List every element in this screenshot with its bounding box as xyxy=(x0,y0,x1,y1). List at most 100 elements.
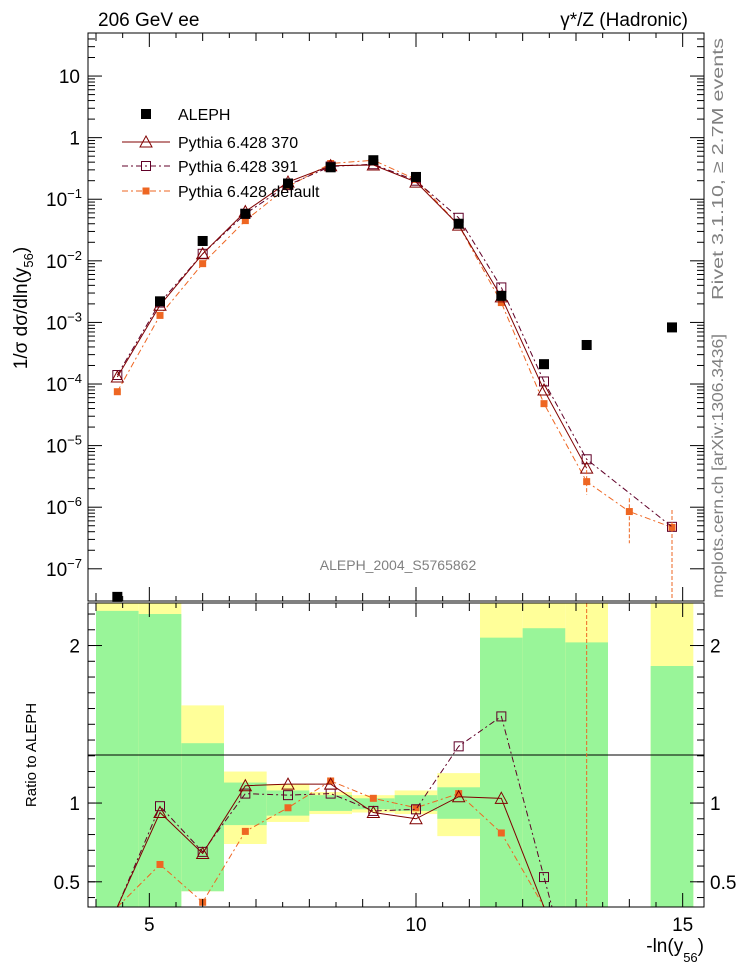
main-data-point xyxy=(197,235,208,246)
main-data-point xyxy=(583,478,591,486)
ratio-band-inner xyxy=(266,790,310,816)
main-data-point xyxy=(325,162,336,173)
ratio-data-point xyxy=(366,805,381,818)
x-tick-label: 15 xyxy=(672,915,693,936)
main-data-point xyxy=(496,290,507,301)
main-data-point xyxy=(199,260,207,268)
legend-label: Pythia 6.428 391 xyxy=(178,159,298,176)
ratio-data-point xyxy=(412,804,420,812)
ratio-data-point xyxy=(281,777,295,790)
legend-marker xyxy=(142,187,150,195)
legend-label: ALEPH xyxy=(178,107,230,124)
ratio-data-point xyxy=(327,777,335,785)
main-data-point xyxy=(197,248,208,259)
main-data-point xyxy=(537,382,551,396)
main-y-tick-label: 10−2 xyxy=(46,248,82,273)
main-data-point xyxy=(240,208,251,219)
ratio-data-point xyxy=(238,778,253,792)
main-data-point xyxy=(540,400,548,408)
ratio-y-tick-label: 2 xyxy=(69,637,80,658)
ratio-data-point xyxy=(409,811,423,825)
ratio-data-point xyxy=(325,788,336,799)
analysis-label: ALEPH_2004_S5765862 xyxy=(320,557,477,573)
main-y-tick-label: 10−1 xyxy=(46,186,82,211)
main-data-point xyxy=(668,523,676,531)
process-label: γ*/Z (Hadronic) xyxy=(560,10,688,31)
main-error-bars xyxy=(586,470,673,601)
main-y-axis-label-text: 1/σ dσ/dln(y56) xyxy=(11,247,36,369)
main-series-line xyxy=(116,163,673,528)
ratio-series-1 xyxy=(116,711,553,908)
ratio-data-point xyxy=(323,777,338,790)
main-data-point xyxy=(112,591,123,602)
legend-label: Pythia 6.428 default xyxy=(178,184,320,201)
main-axis-ticks: 10 1 10−1 10−2 10−3 10−4 10−5 10−6 10−7 xyxy=(46,32,704,601)
ratio-data-point xyxy=(155,801,165,812)
ratio-series-line xyxy=(116,783,545,908)
ratio-data-point xyxy=(156,860,164,868)
main-y-tick-label: 10−4 xyxy=(46,371,82,396)
main-panel: 10 1 10−1 10−2 10−3 10−4 10−5 10−6 10−7 ALEPH_20… xyxy=(11,32,705,602)
main-data-point xyxy=(539,359,549,370)
main-data-point xyxy=(453,218,464,229)
ratio-data-point xyxy=(283,790,293,801)
ratio-band-inner xyxy=(480,637,523,907)
main-series-0 xyxy=(112,155,677,602)
ratio-data-point xyxy=(539,872,549,883)
ratio-band-inner xyxy=(96,610,139,907)
main-data-point xyxy=(113,388,121,396)
ratio-band-inner xyxy=(352,798,395,810)
main-y-axis-label: 1/σ dσ/dln(y56) xyxy=(11,247,36,369)
x-tick-label: 10 xyxy=(405,915,426,936)
legend-label: Pythia 6.428 370 xyxy=(178,135,298,152)
x-axis-label-text: -ln(y56) xyxy=(646,936,704,965)
main-y-tick-label: 10−5 xyxy=(46,433,82,458)
ratio-panel: 2 2 1 1 0.5 0.5 5 10 15 Ratio to ALEPH -ln(y56) xyxy=(23,602,736,965)
legend-marker xyxy=(141,161,151,171)
ratio-data-point xyxy=(241,827,249,835)
main-series-1 xyxy=(110,157,594,474)
main-series-line xyxy=(116,159,673,528)
ratio-y-tick-label: 1 xyxy=(69,794,80,815)
ratio-band-inner xyxy=(650,666,694,907)
legend-marker xyxy=(139,134,153,148)
ratio-y-tick-label-right: 1 xyxy=(710,794,721,815)
mcplots-label: mcplots.cern.ch [arXiv:1306.3436] xyxy=(710,334,727,598)
ratio-y-tick-label-right: 0.5 xyxy=(710,873,736,894)
ratio-band-inner xyxy=(138,614,182,907)
legend-entry-0: ALEPH xyxy=(141,107,230,124)
main-data-point xyxy=(667,322,677,333)
ratio-series-0 xyxy=(116,777,545,908)
ratio-data-point xyxy=(453,741,464,752)
main-data-point xyxy=(110,369,125,383)
ratio-data-point xyxy=(153,805,167,818)
legend-entry-2: Pythia 6.428 391 xyxy=(122,159,298,176)
ratio-band-inner xyxy=(181,743,224,892)
main-data-point xyxy=(497,299,505,307)
ratio-data-point xyxy=(494,791,509,804)
legend-entry-3: Pythia 6.428 default xyxy=(122,184,320,201)
legend: ALEPH Pythia 6.428 370 Pythia 6.428 391 Pyt… xyxy=(122,107,320,201)
main-series-2 xyxy=(112,159,677,532)
ratio-band-inner xyxy=(224,782,267,826)
ratio-series-line xyxy=(116,715,553,908)
energy-label: 206 GeV ee xyxy=(98,10,199,31)
main-data-point xyxy=(411,171,421,182)
main-data-point xyxy=(283,178,293,189)
main-data-point xyxy=(156,311,164,319)
ratio-y-axis-label: Ratio to ALEPH xyxy=(23,703,40,807)
x-tick-label: 5 xyxy=(144,915,155,936)
main-data-point xyxy=(581,339,592,350)
main-data-point xyxy=(195,246,210,260)
ratio-series-group xyxy=(116,603,588,908)
ratio-axis-ticks: 2 2 1 1 0.5 0.5 5 10 15 xyxy=(54,603,736,936)
ratio-frame xyxy=(87,602,705,908)
ratio-data-point xyxy=(496,711,507,722)
ratio-data-point xyxy=(455,790,463,798)
rivet-label: Rivet 3.1.10, ≥ 2.7M events xyxy=(710,38,727,300)
ratio-data-point xyxy=(284,804,292,812)
ratio-data-point xyxy=(411,804,421,815)
legend-marker xyxy=(141,109,151,119)
ratio-data-point xyxy=(497,829,505,837)
ratio-band-inner xyxy=(309,795,352,811)
